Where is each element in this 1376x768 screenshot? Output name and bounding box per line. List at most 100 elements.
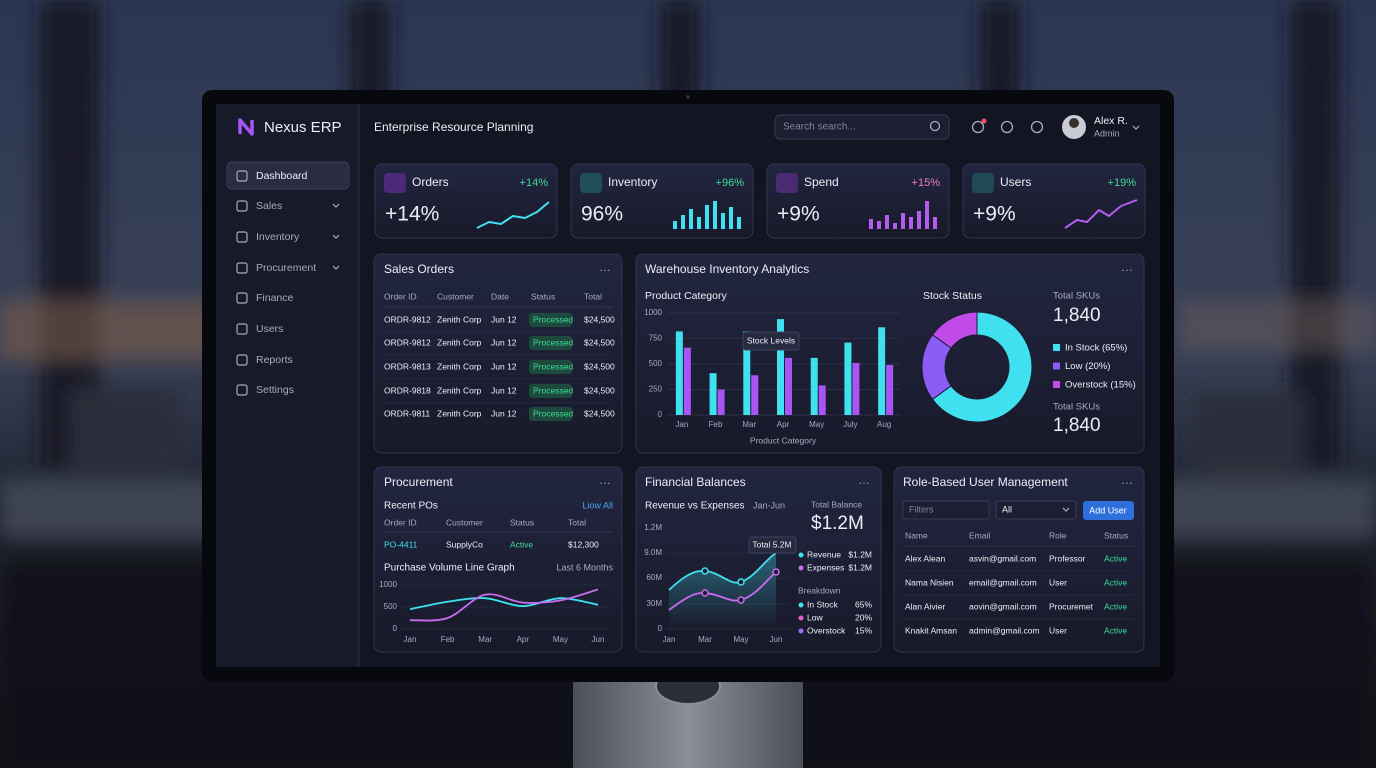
bar [751,375,759,415]
kpi-sparkline [1064,199,1138,229]
kpi-spark-bar [885,215,889,229]
table-cell: $24,500 [584,361,615,371]
desk-monitor [1195,395,1305,475]
nav-item[interactable]: Procurement [256,262,316,274]
view-all-link[interactable]: Liow All [582,500,613,510]
line-point [737,578,745,586]
line-point [737,596,745,604]
y-tick-label: 500 [649,359,663,368]
more-menu[interactable]: … [599,473,611,487]
table-header: Status [531,291,555,301]
more-menu[interactable]: … [1121,473,1133,487]
kpi-value: +9% [777,203,820,226]
search-icon [929,120,941,132]
status-badge [529,407,572,421]
kpi-sparkline [476,201,550,229]
search-box[interactable] [774,114,950,140]
table-header: Total [584,291,602,301]
nav-item[interactable]: Dashboard [256,170,308,182]
kpi-spark-bar [673,221,677,229]
table-cell: Jun 12 [491,314,517,324]
table-cell: Active [1104,625,1127,635]
role-select[interactable] [995,500,1077,520]
nav-item[interactable]: Settings [256,384,294,396]
panel-title: Procurement [384,475,453,489]
line-point [701,567,709,575]
table-cell: Zenith Corp [437,385,482,395]
nav-item[interactable]: Inventory [256,231,300,243]
y-tick-label: 0 [658,624,663,633]
x-tick-label: Feb [441,635,455,644]
kpi-spark-bar [917,211,921,229]
table-header: Email [969,530,990,540]
line-series [409,597,599,611]
camera [686,95,690,99]
table-cell: Zenith Corp [437,408,482,418]
table-header: Order ID [384,517,417,527]
panel [373,253,623,454]
chart-title: Product Category [645,290,727,302]
nav-item[interactable]: Finance [256,292,294,304]
table-cell: User [1049,577,1067,587]
y-tick-label: 500 [384,602,398,611]
legend-label: Expenses [807,562,844,572]
apps-icon[interactable] [971,120,985,134]
breakdown-value: 20% [855,612,872,622]
table-cell: aovin@gmail.com [969,601,1037,611]
more-menu[interactable]: … [858,473,870,487]
bar [743,331,751,415]
breakdown-title: Breakdown [798,585,841,595]
brand-logo [238,118,254,136]
kpi-spark-bar [721,213,725,229]
settings-icon[interactable] [1030,120,1044,134]
tooltip-text: Stock Levels [747,335,795,345]
bell-icon[interactable] [1000,120,1014,134]
nav-item[interactable]: Reports [256,354,293,366]
y-tick-label: 1000 [379,580,397,589]
x-tick-label: Aug [877,420,891,429]
table-cell: Jun 12 [491,385,517,395]
kpi-value: 96% [581,203,623,226]
nav-item[interactable]: Users [256,323,283,335]
table-cell: Professor [1049,553,1086,563]
more-menu[interactable]: … [599,260,611,274]
section-title: Recent POs [384,501,438,512]
tooltip [742,331,800,351]
kpi-title: Orders [412,175,449,189]
table-cell: Active [1104,553,1127,563]
more-menu[interactable]: … [1121,260,1133,274]
table-cell: email@gmail.com [969,577,1037,587]
table-header: Status [510,517,534,527]
x-tick-label: May [733,635,748,644]
nav-item[interactable]: Sales [256,200,282,212]
kpi-spark-bar [901,213,905,229]
x-tick-label: May [809,420,824,429]
breakdown-label: Overstock [807,625,846,635]
add-user-button[interactable] [1083,501,1134,520]
x-tick-label: May [553,635,568,644]
status-text: Processed [533,361,573,371]
table-cell: Active [510,539,533,549]
x-tick-label: Mar [742,420,756,429]
legend-dot [798,602,804,608]
bar [818,385,826,415]
expense-line [668,571,777,611]
donut-slice [931,311,1033,423]
kpi-spark-bar [729,207,733,229]
search-placeholder: Search search... [783,122,856,133]
bar [717,389,725,415]
user-name: Alex R. [1094,115,1128,127]
x-tick-label: Jan [404,635,417,644]
table-cell: ORDR-9818 [384,385,431,395]
user-chevron [1132,125,1140,130]
button-label[interactable]: Add User [1089,505,1127,515]
bar [886,365,894,415]
chart-title: Stock Status [923,290,982,302]
kpi-spark-bar [869,219,873,229]
status-badge [529,336,572,350]
line-series [409,588,599,622]
kpi-change: +15% [912,177,941,189]
breakdown-label: Low [807,612,823,622]
nav-icon [236,262,248,274]
filter-input[interactable] [902,500,990,520]
